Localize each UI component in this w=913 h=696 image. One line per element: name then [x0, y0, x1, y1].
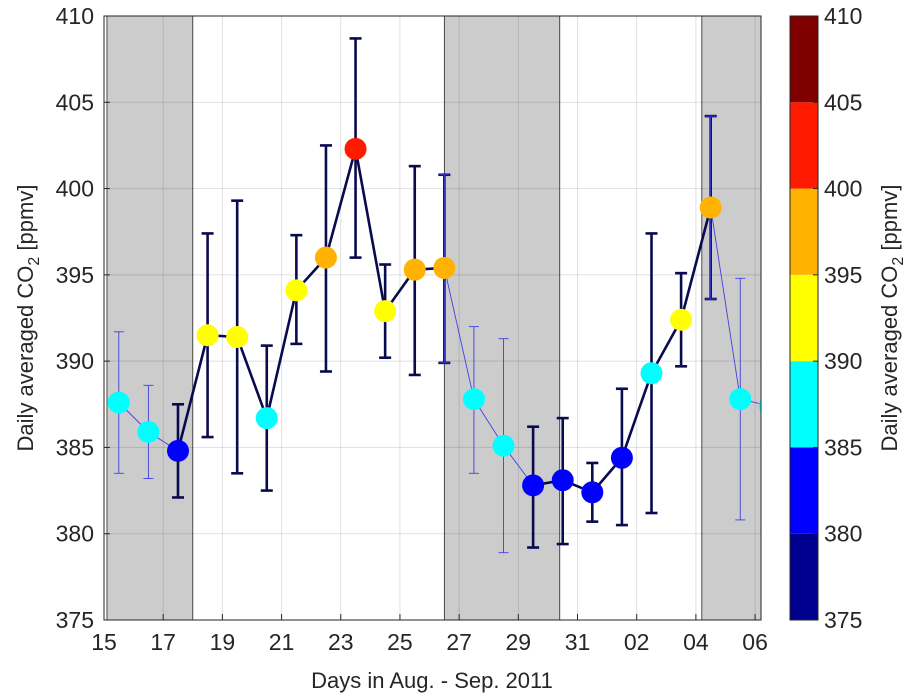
- colorbar-tick-label: 375: [824, 607, 862, 633]
- data-point: [670, 308, 693, 331]
- data-point: [137, 420, 160, 443]
- colorbar-ticks: 375 380 385 390 395 400 405 410: [813, 3, 862, 633]
- data-point: [285, 279, 308, 302]
- y-tick-label: 390: [56, 348, 94, 374]
- data-point: [729, 388, 752, 411]
- data-point: [610, 446, 633, 469]
- x-tick-label: 15: [91, 629, 117, 655]
- x-tick-label: 04: [683, 629, 709, 655]
- colorbar-tick-label: 380: [824, 521, 862, 547]
- x-tick-label: 06: [742, 629, 768, 655]
- x-axis-label: Days in Aug. - Sep. 2011: [311, 668, 553, 693]
- colorbar-label: Daily averaged CO2 [ppmv]: [877, 185, 907, 452]
- y-tick-label: 410: [56, 3, 94, 29]
- y-tick-label: 380: [56, 521, 94, 547]
- x-tick-label: 27: [446, 629, 472, 655]
- data-point: [196, 324, 219, 347]
- data-point: [462, 388, 485, 411]
- data-point: [640, 362, 663, 385]
- data-point: [522, 474, 545, 497]
- colorbar-segment: [790, 274, 818, 362]
- colorbar-tick-label: 385: [824, 434, 862, 460]
- data-point: [255, 407, 278, 430]
- data-point: [433, 256, 456, 279]
- x-tick-label: 31: [565, 629, 591, 655]
- colorbar-segment: [790, 361, 818, 448]
- series-line: [176, 148, 445, 452]
- y-axis-label: Daily averaged CO2 [ppmv]: [13, 185, 43, 452]
- data-point: [314, 246, 337, 269]
- data-point: [699, 196, 722, 219]
- data-point: [107, 391, 130, 414]
- data-point: [581, 481, 604, 504]
- colorbar-segment: [790, 533, 818, 620]
- x-tick-label: 21: [269, 629, 295, 655]
- data-point: [226, 325, 249, 348]
- colorbar-tick-label: 390: [824, 348, 862, 374]
- y-tick-label: 395: [56, 262, 94, 288]
- series-line: [710, 207, 761, 405]
- x-tick-label: 25: [387, 629, 413, 655]
- colorbar-segment: [790, 188, 818, 275]
- x-axis-ticks: 15 17 19 21 23 25 27 29 31 02 04 06: [91, 614, 768, 655]
- colorbar-tick-label: 405: [824, 89, 862, 115]
- colorbar-tick-label: 395: [824, 262, 862, 288]
- colorbar-tick-label: 400: [824, 176, 862, 202]
- data-point: [492, 434, 515, 457]
- colorbar-segment: [790, 102, 818, 189]
- night-period-band: [106, 15, 194, 621]
- data-point: [403, 258, 426, 281]
- y-tick-label: 405: [56, 89, 94, 115]
- y-axis-ticks: 375 380 385 390 395 400 405 410: [56, 3, 110, 633]
- colorbar: [790, 16, 818, 620]
- x-tick-label: 23: [328, 629, 354, 655]
- data-point: [344, 137, 367, 160]
- data-point: [758, 399, 761, 413]
- x-tick-label: 29: [506, 629, 532, 655]
- data-point: [166, 439, 189, 462]
- plot-frame: [103, 15, 762, 621]
- x-tick-label: 02: [624, 629, 650, 655]
- colorbar-frame: [789, 15, 819, 621]
- data-series: [107, 37, 761, 554]
- colorbar-tick-label: 410: [824, 3, 862, 29]
- colorbar-segment: [790, 16, 818, 103]
- x-tick-label: 17: [150, 629, 176, 655]
- night-period-band: [701, 15, 762, 621]
- night-period-band: [443, 15, 561, 621]
- shaded-periods: [106, 15, 762, 621]
- colorbar-segment: [790, 447, 818, 534]
- y-tick-label: 375: [56, 607, 94, 633]
- x-tick-label: 19: [210, 629, 236, 655]
- data-point: [551, 469, 574, 492]
- y-tick-label: 385: [56, 434, 94, 460]
- data-point: [374, 300, 397, 323]
- y-tick-label: 400: [56, 176, 94, 202]
